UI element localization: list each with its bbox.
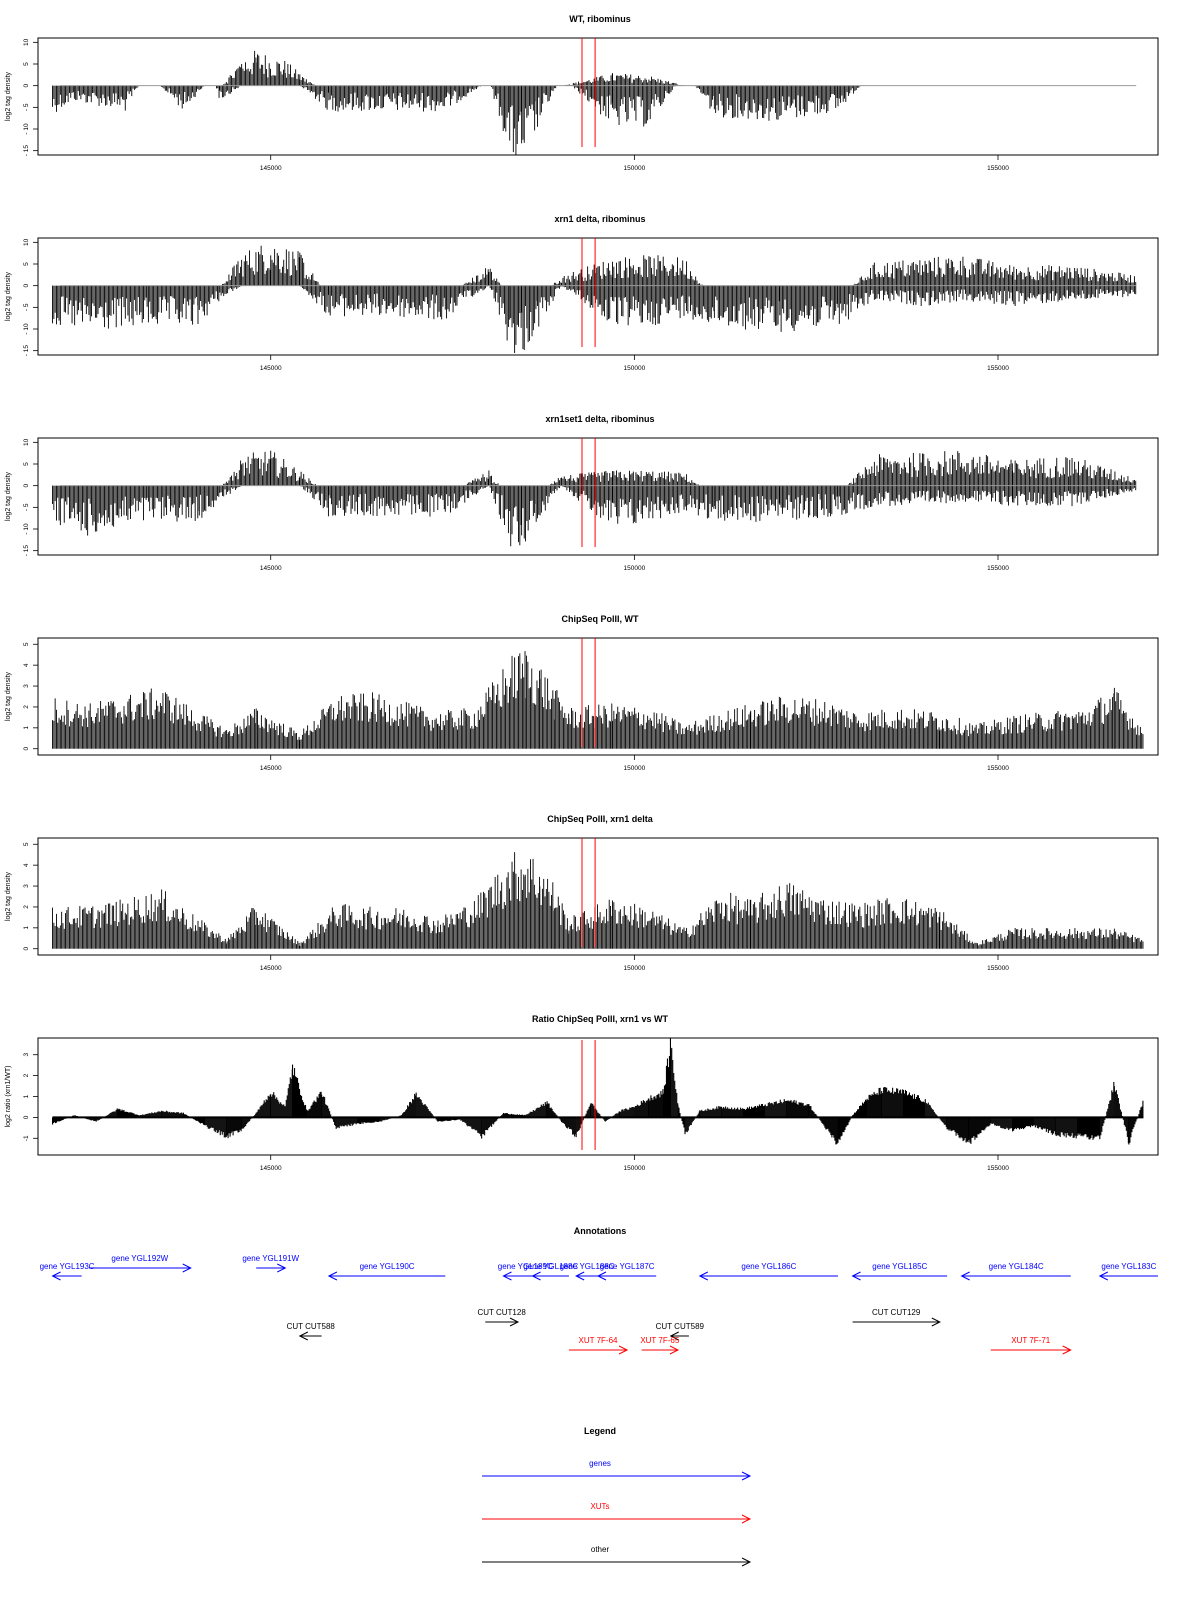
x-tick-label: 150000 [624,765,646,772]
x-tick-label: 145000 [260,165,282,172]
x-tick-label: 150000 [624,365,646,372]
y-tick-label: 3 [23,884,30,888]
y-axis-label: log2 tag density [5,471,12,521]
x-tick-label: 145000 [260,365,282,372]
y-tick-label: 0 [23,747,30,751]
panel-1: WT, ribominus log2 tag density 10 5 0 - 5 - 10… [5,14,1158,172]
y-tick-label: - 5 [23,503,30,511]
y-tick-label: 5 [23,462,30,466]
x-tick-label: 150000 [624,965,646,972]
panel-4: ChipSeq PolII, WT log2 tag density 0 1 2 3 4 5 1… [5,614,1158,772]
y-tick-label: 10 [23,238,30,246]
x-tick-label: 155000 [987,565,1009,572]
panel-title: xrn1set1 delta, ribominus [545,414,654,424]
x-tick-label: 155000 [987,165,1009,172]
x-tick-label: 150000 [624,165,646,172]
y-tick-label: 5 [23,642,30,646]
panel-3: xrn1set1 delta, ribominus log2 tag densit… [5,414,1158,572]
x-tick-label: 145000 [260,965,282,972]
panel-title: WT, ribominus [569,14,631,24]
x-tick-label: 155000 [987,765,1009,772]
data-series [53,852,1143,949]
y-tick-label: 2 [23,705,30,709]
y-tick-label: - 10 [23,323,30,335]
y-axis-label: log2 tag density [5,271,12,321]
panel-2: xrn1 delta, ribominus log2 tag density 10 5… [5,214,1158,372]
data-series [53,651,1143,749]
y-tick-label: 10 [23,438,30,446]
y-tick-label: 4 [23,663,30,667]
y-tick-label: - 10 [23,523,30,535]
y-tick-label: 0 [23,283,30,287]
x-tick-label: 150000 [624,565,646,572]
y-tick-label: 10 [23,38,30,46]
y-tick-label: 3 [23,684,30,688]
y-tick-label: 2 [23,905,30,909]
y-axis-label: log2 tag density [5,671,12,721]
y-tick-label: - 10 [23,123,30,135]
y-tick-label: 5 [23,842,30,846]
panel-title: xrn1 delta, ribominus [554,214,645,224]
panel-5: ChipSeq PolII, xrn1 delta log2 tag densit… [5,814,1158,972]
x-tick-label: 145000 [260,565,282,572]
y-tick-label: 5 [23,262,30,266]
y-axis-label: log2 tag density [5,71,12,121]
x-tick-label: 155000 [987,965,1009,972]
y-tick-label: 4 [23,863,30,867]
y-axis-label: log2 tag density [5,871,12,921]
x-tick-label: 145000 [260,765,282,772]
y-tick-label: - 15 [23,545,30,557]
data-series [53,51,861,155]
data-series [53,451,1136,547]
y-tick-label: 0 [23,483,30,487]
y-tick-label: 1 [23,726,30,730]
panel-title: ChipSeq PolII, xrn1 delta [547,814,654,824]
y-tick-label: 0 [23,947,30,951]
y-tick-label: - 5 [23,303,30,311]
panel-title: ChipSeq PolII, WT [562,614,639,624]
y-tick-label: - 5 [23,103,30,111]
x-tick-label: 155000 [987,365,1009,372]
y-tick-label: - 15 [23,145,30,157]
data-series [53,246,1136,353]
y-tick-label: 5 [23,62,30,66]
y-tick-label: - 15 [23,345,30,357]
y-tick-label: 0 [23,83,30,87]
y-tick-label: 1 [23,926,30,930]
